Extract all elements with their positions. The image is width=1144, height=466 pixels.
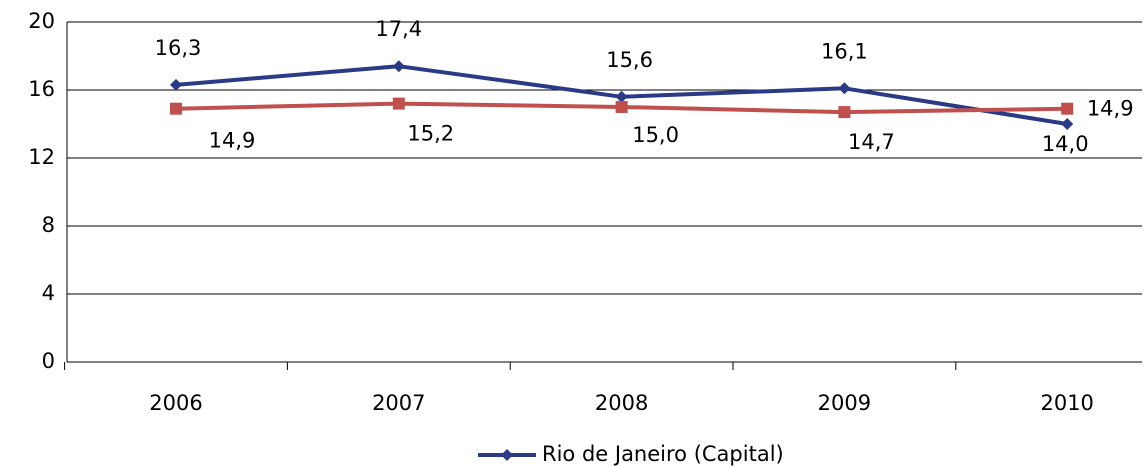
marker xyxy=(392,97,405,110)
data-label: 17,4 xyxy=(375,17,422,41)
data-label: 15,0 xyxy=(632,123,679,147)
x-tick-label: 2010 xyxy=(1040,391,1093,415)
data-label: 14,9 xyxy=(1087,97,1134,121)
marker xyxy=(1061,102,1074,115)
y-tick-label: 0 xyxy=(42,349,55,373)
y-tick-label: 12 xyxy=(28,145,55,169)
marker xyxy=(392,60,405,73)
x-tick-label: 2009 xyxy=(818,391,871,415)
marker xyxy=(838,106,851,119)
data-label: 15,2 xyxy=(407,122,454,146)
marker xyxy=(1061,118,1074,130)
data-label: 15,6 xyxy=(606,48,653,72)
y-tick-label: 20 xyxy=(28,9,55,33)
data-label: 16,1 xyxy=(821,39,868,63)
x-tick-label: 2006 xyxy=(149,391,202,415)
marker xyxy=(615,90,628,103)
marker xyxy=(838,82,851,95)
x-tick-label: 2007 xyxy=(372,391,425,415)
marker xyxy=(615,101,628,113)
marker xyxy=(170,78,182,91)
data-label: 14,0 xyxy=(1042,132,1089,156)
y-tick-label: 4 xyxy=(42,281,55,305)
y-tick-label: 16 xyxy=(28,77,55,101)
data-label: 14,7 xyxy=(848,130,895,154)
legend-label: Rio de Janeiro (Capital) xyxy=(542,442,784,466)
data-label: 14,9 xyxy=(209,129,256,153)
marker xyxy=(501,449,513,461)
x-tick-label: 2008 xyxy=(595,391,648,415)
marker xyxy=(170,102,182,115)
data-label: 16,3 xyxy=(155,36,202,60)
y-tick-label: 8 xyxy=(42,213,55,237)
